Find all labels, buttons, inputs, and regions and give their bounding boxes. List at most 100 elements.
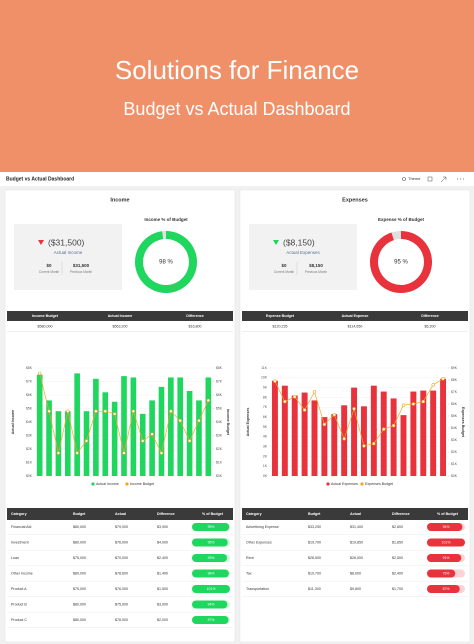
kpi-stat-label: Current Month <box>274 270 295 274</box>
y2-tick-label: $7K <box>451 390 458 394</box>
table-header-cell: Budget <box>73 512 86 516</box>
bar <box>440 378 447 476</box>
table-cell: $79,000 <box>115 525 128 529</box>
line-point <box>293 395 297 399</box>
percent-label: 101% <box>207 587 216 591</box>
table-cell: $80,000 <box>73 602 86 606</box>
line-point <box>197 418 201 423</box>
filter-button[interactable] <box>427 176 433 182</box>
y-tick-label: $1K <box>26 460 33 464</box>
y2-tick-label: $1K <box>451 462 458 466</box>
table-header-cell: Actual <box>350 512 361 516</box>
y-tick-label: 11K <box>261 366 268 370</box>
table-cell: $75,000 <box>115 602 128 606</box>
bar <box>311 400 318 476</box>
y2-tick-label: $0K <box>216 474 223 478</box>
y-axis-label: Actual Expenses <box>246 408 250 437</box>
y2-tick-label: $7K <box>216 379 223 383</box>
table-cell: Loan <box>11 556 19 560</box>
table-header-cell: Category <box>11 512 27 516</box>
percent-label: 87% <box>443 587 450 591</box>
percent-label: 91% <box>443 556 450 560</box>
percent-bar <box>192 554 227 562</box>
y-tick-label: 2K <box>263 454 268 458</box>
kpi-stat-value: $31,500 <box>73 263 90 268</box>
bar <box>168 377 174 476</box>
table-header <box>242 508 468 520</box>
table-cell: $1,500 <box>157 587 168 591</box>
percent-label: 98% <box>208 571 215 575</box>
bar <box>64 411 71 476</box>
table-cell: $31,400 <box>350 525 363 529</box>
banner-title: Solutions for Finance <box>115 55 359 85</box>
table-cell: $10,700 <box>308 571 321 575</box>
y-tick-label: 3K <box>263 444 268 448</box>
line-point <box>312 390 317 394</box>
y2-tick-label: $5K <box>216 406 223 410</box>
percent-bar <box>192 616 229 624</box>
line-point <box>352 407 356 411</box>
table-cell: $76,000 <box>115 587 128 591</box>
legend-label: Actual Income <box>96 482 119 486</box>
table-cell: $4,000 <box>157 540 168 544</box>
line-point <box>322 422 327 427</box>
theme-icon[interactable] <box>402 177 406 181</box>
bar <box>291 395 298 476</box>
percent-label: 93% <box>208 556 215 560</box>
line-point <box>302 408 307 412</box>
kpi-value: ($31,500) <box>48 237 85 247</box>
y-tick-label: 6K <box>263 415 268 419</box>
legend-swatch <box>91 482 95 486</box>
summary-header <box>242 311 468 321</box>
summary-header-cell: Income Budget <box>32 314 59 318</box>
y2-tick-label: $4K <box>216 420 223 424</box>
bar <box>410 391 417 476</box>
summary-cell: $5,200 <box>425 324 436 328</box>
table-cell: $80,000 <box>73 571 86 575</box>
y-tick-label: $8K <box>26 366 33 370</box>
line-point <box>141 439 145 443</box>
table-cell: $19,700 <box>308 540 321 544</box>
percent-label: 75% <box>443 571 450 575</box>
table-cell: $2,000 <box>157 618 168 622</box>
percent-label: 101% <box>442 540 451 544</box>
kpi-stat-value: $0 <box>46 263 52 268</box>
table-cell: Product C <box>11 618 27 622</box>
bar <box>149 400 155 476</box>
y-tick-label: 1K <box>263 464 268 468</box>
line-point <box>122 451 126 455</box>
y-tick-label: $0K <box>26 474 33 478</box>
percent-bar <box>427 585 460 593</box>
table-cell: Other Income <box>11 571 33 575</box>
y-tick-label: 5K <box>263 425 268 429</box>
table-cell: $2,800 <box>392 525 403 529</box>
y2-tick-label: $6K <box>216 393 223 397</box>
line-point <box>37 371 42 376</box>
line-point <box>159 451 164 455</box>
gauge-title: Expense % of Budget <box>378 217 425 222</box>
line-point <box>382 427 386 431</box>
bar <box>360 406 367 476</box>
percent-label: 97% <box>208 618 215 622</box>
bar <box>430 390 437 476</box>
table-cell: Advertising Expense <box>246 525 279 529</box>
theme-button[interactable]: Theme <box>408 176 421 181</box>
bar <box>121 376 127 476</box>
bar <box>370 385 377 476</box>
expand-button[interactable] <box>440 176 447 183</box>
y-tick-label: 0K <box>263 474 268 478</box>
y2-tick-label: $0K <box>451 474 458 478</box>
table-cell: $1,850 <box>392 540 403 544</box>
toolbar <box>0 172 474 186</box>
bar <box>36 374 43 476</box>
bar <box>186 390 193 476</box>
bar <box>205 377 212 476</box>
bar <box>271 380 278 476</box>
percent-bar <box>192 569 229 578</box>
table-cell: Other Expenses <box>246 540 272 544</box>
y-tick-label: 8K <box>263 395 268 399</box>
table-cell: $80,000 <box>73 540 86 544</box>
summary-cell: $120,235 <box>273 324 288 328</box>
